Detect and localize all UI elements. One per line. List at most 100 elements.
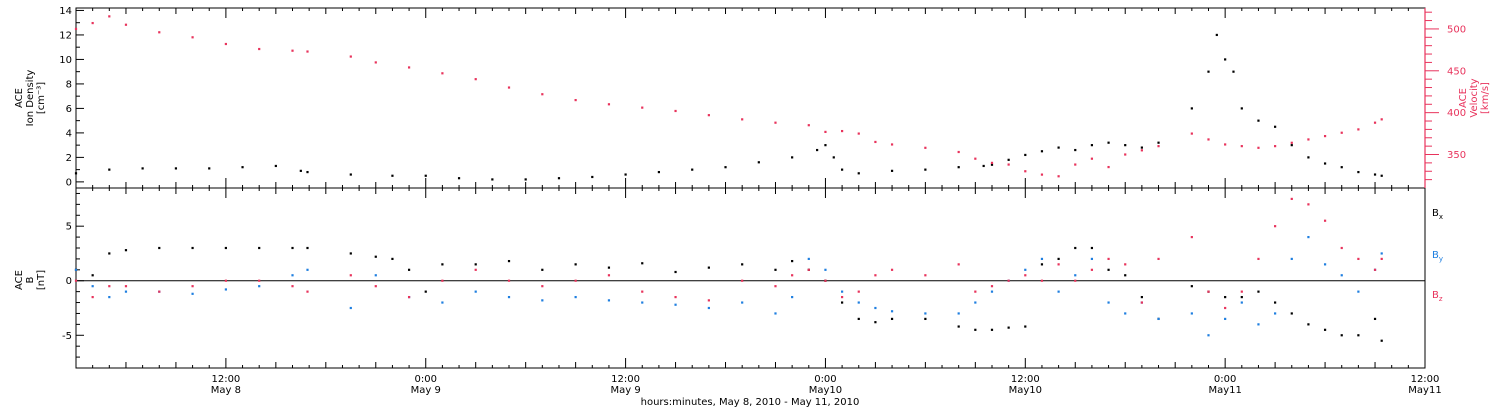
bz-point [1307,203,1310,206]
bz-point [1157,257,1160,261]
velocity-point [924,146,927,149]
density-point [391,174,394,177]
bz-point [224,279,227,282]
density-point [832,156,835,159]
by-point [1074,274,1077,277]
velocity-point [774,121,777,124]
by-point [191,292,194,295]
b-axis-label: ACE [14,270,25,290]
density-point [174,167,178,170]
bx-point [1140,295,1143,299]
velocity-point [1307,138,1310,141]
bx-point [974,328,977,331]
bz-point [791,274,794,277]
by-point [1274,312,1277,315]
bx-point [1040,263,1044,266]
by-point [1090,257,1094,261]
right-axis-label: [km/s] [1480,82,1491,114]
by-point [306,268,309,271]
velocity-point [1257,146,1260,149]
by-point [1257,323,1260,326]
by-point [957,312,960,315]
by-point [890,310,894,313]
left-axis-label: Ion Density [25,70,36,127]
velocity-point [1124,153,1127,156]
y-tick-label-left: 4 [66,128,72,139]
by-point [1190,312,1193,315]
density-point [1007,158,1010,161]
bz-point [1290,197,1293,201]
bx-point [1024,325,1027,328]
y-tick-label-right: 500 [1447,24,1466,35]
velocity-point [874,140,877,144]
right-axis-label: Velocity [1469,78,1480,117]
by-point [741,301,744,304]
legend-b-label: B [1432,250,1439,261]
by-point [1107,301,1110,304]
velocity-point [306,50,309,53]
by-point [291,274,294,277]
density-point [857,172,860,175]
bx-point [990,328,994,331]
density-point [74,172,78,175]
density-point [1190,107,1193,110]
right-axis-label: ACE [1458,88,1469,108]
density-point [1224,58,1227,61]
velocity-point [840,129,844,133]
bz-point [1190,235,1193,239]
x-tick-label-day: May10 [1009,385,1042,396]
bz-point [857,290,860,293]
velocity-point [1040,173,1044,176]
bx-point [1357,334,1360,337]
velocity-point [641,106,644,109]
velocity-point [1224,143,1227,146]
bz-point [1373,268,1377,271]
velocity-point [1090,157,1094,160]
bz-point [191,285,194,288]
bz-point [1224,306,1227,310]
bz-point [374,285,377,288]
density-point [1215,33,1218,37]
y-tick-label-left: 10 [59,55,72,66]
by-point [990,290,994,293]
bz-point [1257,257,1260,261]
by-point [574,295,577,299]
density-point [557,177,561,180]
bz-point [890,268,894,271]
bx-point [1257,290,1260,293]
velocity-point [1024,170,1027,173]
density-point [890,169,894,172]
by-point [1207,334,1210,337]
density-point [1232,70,1235,73]
velocity-point [890,143,894,146]
velocity-point [124,23,128,26]
density-point [457,177,461,180]
density-point [591,175,594,179]
velocity-point [957,150,960,154]
by-point [91,285,94,288]
velocity-point [258,47,261,51]
velocity-point [741,118,744,121]
bx-point [1340,334,1343,337]
density-point [208,167,211,170]
by-point [1307,235,1310,239]
density-point [108,168,111,171]
bx-point [1124,274,1127,277]
by-point [1157,317,1160,321]
bz-point [874,274,877,277]
velocity-point [441,72,444,75]
bx-point [1224,295,1227,299]
bz-point [807,268,810,271]
y-tick-label-right: 400 [1447,108,1466,119]
velocity-point [1007,163,1010,166]
bx-point [124,249,128,252]
bx-point [774,268,777,271]
bx-point [1007,326,1010,329]
bx-point [857,317,860,321]
b-axis-label: [nT] [36,270,47,290]
velocity-point [607,103,611,106]
density-point [1107,141,1110,144]
density-point [924,168,927,171]
bx-point [306,246,309,250]
bx-point [957,325,960,328]
